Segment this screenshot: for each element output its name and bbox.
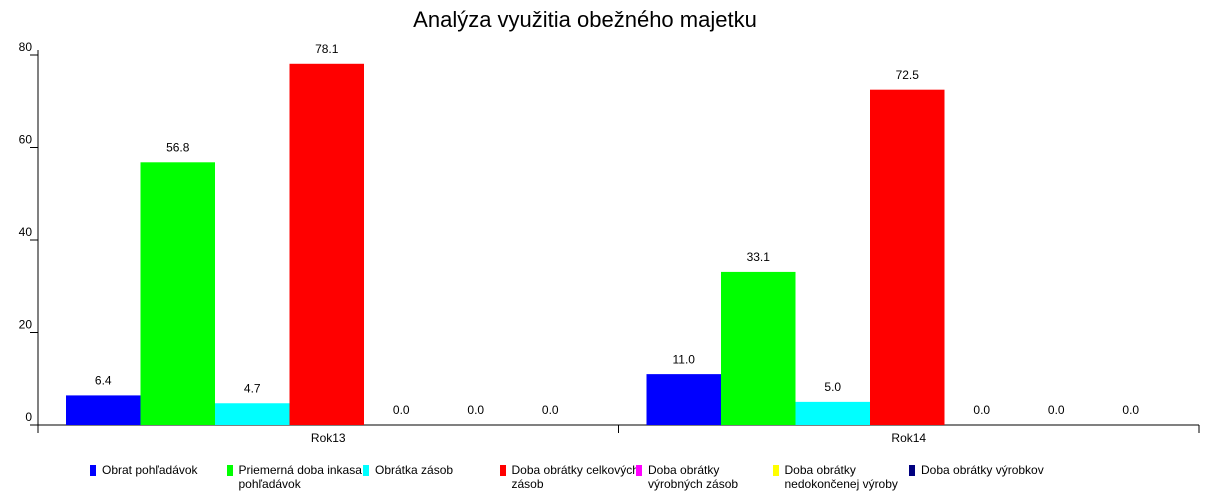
value-label: 0.0 bbox=[467, 403, 484, 417]
legend-swatch bbox=[226, 465, 233, 476]
value-label: 0.0 bbox=[973, 403, 990, 417]
y-tick-label: 80 bbox=[19, 40, 33, 54]
value-label: 56.8 bbox=[166, 140, 190, 154]
x-tick-label: Rok14 bbox=[891, 431, 926, 445]
bar bbox=[66, 395, 141, 425]
value-label: 6.4 bbox=[95, 374, 112, 388]
legend-swatch bbox=[499, 465, 506, 476]
chart-title: Analýza využitia obežného majetku bbox=[413, 7, 757, 32]
value-label: 0.0 bbox=[542, 403, 559, 417]
x-tick-label: Rok13 bbox=[311, 431, 346, 445]
legend-label: Priemerná doba inkasa pohľadávok bbox=[238, 463, 362, 491]
bar bbox=[140, 162, 215, 426]
legend-item: Obrat pohľadávok bbox=[90, 463, 230, 477]
value-label: 5.0 bbox=[824, 380, 841, 394]
y-tick-label: 60 bbox=[19, 133, 33, 147]
legend-item: Priemerná doba inkasa pohľadávok bbox=[226, 463, 367, 491]
value-label: 0.0 bbox=[1122, 403, 1139, 417]
legend-label: Doba obrátky nedokončenej výroby bbox=[784, 463, 898, 491]
legend-item: Obrátka zásob bbox=[363, 463, 503, 477]
bar bbox=[646, 374, 721, 425]
bar bbox=[795, 401, 870, 425]
legend-item: Doba obrátky nedokončenej výroby bbox=[772, 463, 913, 491]
bar bbox=[870, 89, 945, 425]
legend-label: Obrat pohľadávok bbox=[102, 463, 198, 477]
bar bbox=[215, 403, 290, 425]
legend-item: Doba obrátky výrobných zásob bbox=[636, 463, 776, 491]
value-label: 4.7 bbox=[244, 381, 261, 395]
legend-label: Doba obrátky výrobkov bbox=[921, 463, 1044, 477]
legend-swatch bbox=[909, 465, 915, 476]
legend-item: Doba obrátky výrobkov bbox=[909, 463, 1049, 477]
y-tick-label: 40 bbox=[19, 225, 33, 239]
legend-swatch bbox=[90, 465, 96, 476]
legend-label: Obrátka zásob bbox=[375, 463, 454, 477]
value-label: 0.0 bbox=[1048, 403, 1065, 417]
legend-label: Doba obrátky celkových zásob bbox=[511, 463, 639, 491]
bar bbox=[289, 63, 364, 425]
bar bbox=[721, 271, 796, 425]
value-label: 0.0 bbox=[393, 403, 410, 417]
legend-item: Doba obrátky celkových zásob bbox=[499, 463, 640, 491]
legend-swatch bbox=[772, 465, 779, 476]
legend-label: Doba obrátky výrobných zásob bbox=[648, 463, 739, 491]
value-label: 72.5 bbox=[896, 68, 920, 82]
value-label: 78.1 bbox=[315, 42, 339, 56]
legend-swatch bbox=[363, 465, 369, 476]
y-tick-label: 0 bbox=[25, 410, 32, 424]
y-tick-label: 20 bbox=[19, 318, 33, 332]
value-label: 33.1 bbox=[747, 250, 771, 264]
legend-swatch bbox=[636, 465, 642, 476]
value-label: 11.0 bbox=[673, 352, 696, 366]
